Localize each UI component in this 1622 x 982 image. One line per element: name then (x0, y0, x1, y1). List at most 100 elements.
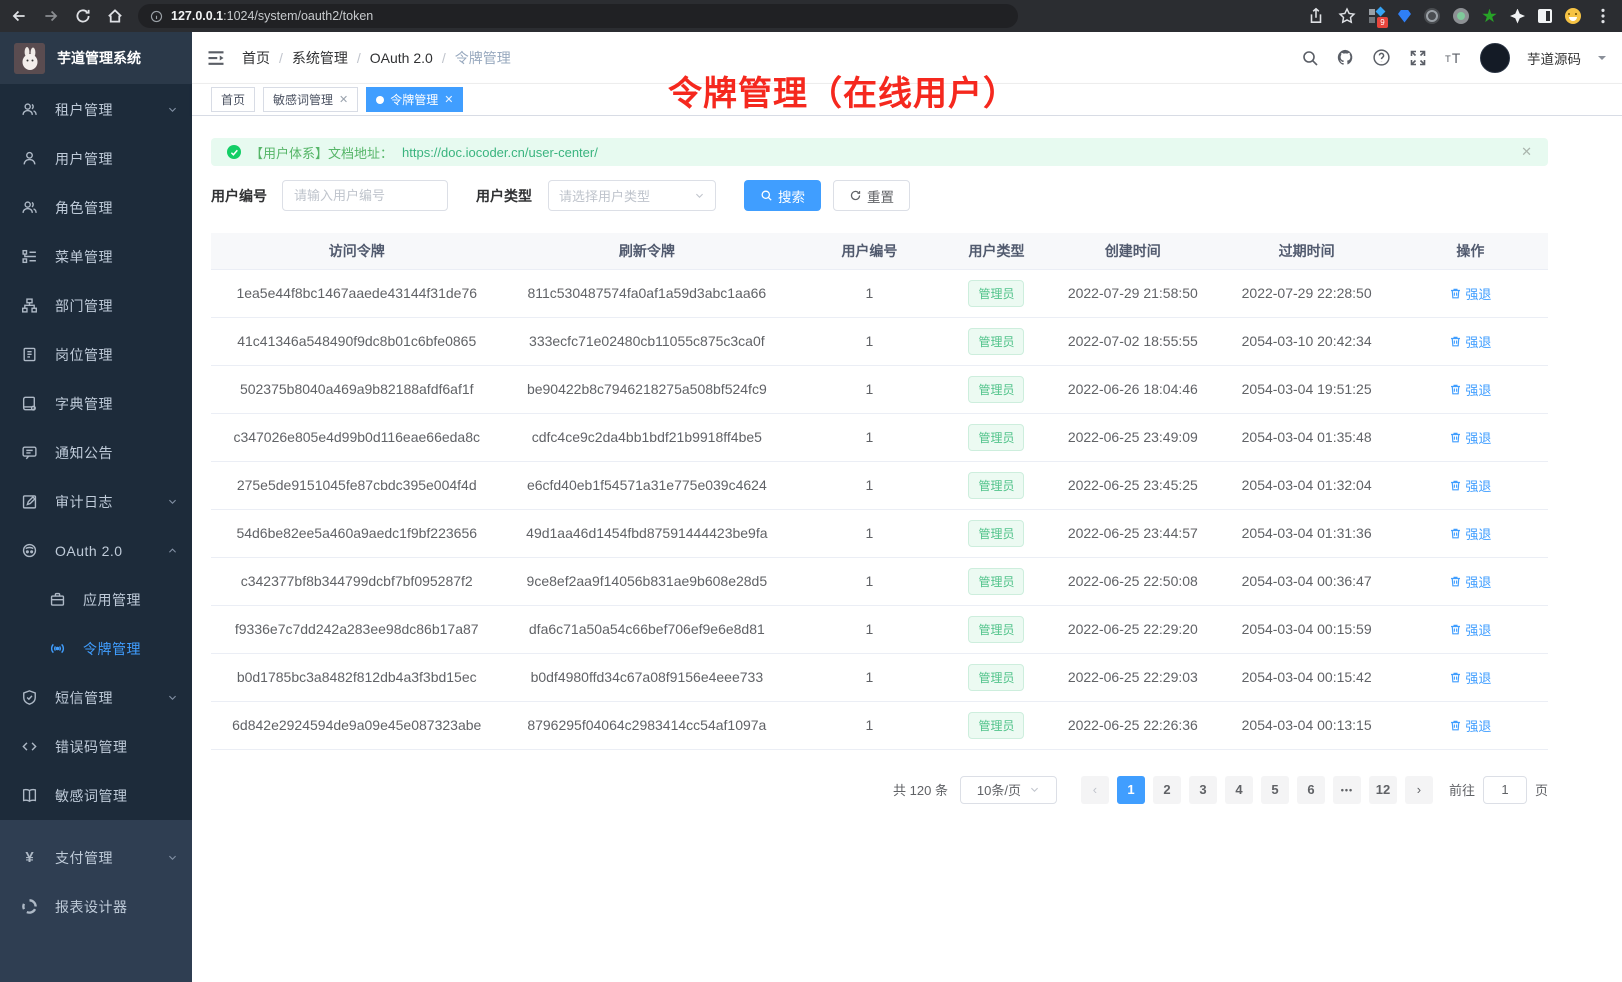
sidebar-item-label: 通知公告 (55, 444, 113, 461)
close-tab-icon[interactable]: ✕ (444, 94, 454, 106)
back-icon[interactable] (10, 7, 28, 25)
page-size-select[interactable]: 10条/页 (959, 775, 1057, 804)
page-button-5[interactable]: 5 (1260, 775, 1289, 804)
help-icon[interactable] (1372, 48, 1391, 67)
app-logo[interactable]: 芋道管理系统 (0, 32, 192, 84)
user-type-badge: 管理员 (968, 471, 1025, 499)
user-menu-caret-icon[interactable] (1598, 55, 1606, 64)
tab-home[interactable]: 首页 (211, 87, 256, 112)
force-logout-button[interactable]: 强退 (1449, 524, 1491, 543)
goto-page-input[interactable] (1482, 775, 1527, 804)
sidebar-item-oauth[interactable]: OAuth 2.0 (0, 526, 192, 575)
breadcrumb-current: 令牌管理 (454, 49, 511, 66)
extension-grid-icon[interactable]: 9 (1369, 6, 1388, 28)
breadcrumb-oauth[interactable]: OAuth 2.0 (369, 49, 433, 66)
profile-emoji-icon[interactable] (1565, 8, 1581, 24)
cell-access-token: 41c41346a548490f9dc8b01c6bfe0865 (211, 317, 503, 366)
chevron-up-icon (167, 545, 178, 556)
sidebar-item-menu[interactable]: 菜单管理 (0, 232, 192, 281)
sidebar-item-role[interactable]: 角色管理 (0, 183, 192, 232)
reset-button[interactable]: 重置 (833, 180, 910, 211)
sidebar-item-dept[interactable]: 部门管理 (0, 281, 192, 330)
close-tab-icon[interactable]: ✕ (339, 94, 349, 106)
bookmark-star-icon[interactable] (1338, 7, 1356, 25)
force-logout-button[interactable]: 强退 (1449, 572, 1491, 591)
chevron-down-icon (696, 193, 703, 198)
force-logout-button[interactable]: 强退 (1449, 332, 1491, 351)
more-pages-button[interactable]: ••• (1332, 775, 1361, 804)
fullscreen-icon[interactable] (1408, 48, 1427, 67)
force-logout-button[interactable]: 强退 (1449, 668, 1491, 687)
user-id-input[interactable] (282, 180, 448, 211)
breadcrumb-home[interactable]: 首页 (242, 49, 270, 66)
sidebar-item-oauth-token[interactable]: 令牌管理 (0, 624, 192, 673)
sidebar-item-dict[interactable]: 字典管理 (0, 379, 192, 428)
page-button-2[interactable]: 2 (1152, 775, 1181, 804)
extension-evernote-icon[interactable] (1482, 8, 1497, 23)
search-icon[interactable] (1300, 48, 1319, 67)
tab-sensitive-words[interactable]: 敏感词管理 ✕ (263, 87, 359, 112)
extension-pin-icon[interactable] (1510, 8, 1525, 24)
page-button-6[interactable]: 6 (1296, 775, 1325, 804)
force-logout-button[interactable]: 强退 (1449, 476, 1491, 495)
sidebar-item-notice[interactable]: 通知公告 (0, 428, 192, 477)
home-icon[interactable] (106, 7, 124, 25)
svg-text:T: T (1445, 54, 1451, 65)
cell-user-id: 1 (791, 653, 948, 702)
force-logout-button[interactable]: 强退 (1449, 716, 1491, 735)
sidebar-item-errcode[interactable]: 错误码管理 (0, 722, 192, 771)
sidebar-item-tenant[interactable]: 租户管理 (0, 85, 192, 134)
alert-close-icon[interactable]: ✕ (1521, 144, 1532, 159)
refresh-icon (850, 190, 861, 201)
share-icon[interactable] (1307, 7, 1325, 25)
collapse-sidebar-icon[interactable] (206, 48, 226, 68)
extension-dark-icon[interactable] (1424, 8, 1440, 24)
page-button-12[interactable]: 12 (1368, 775, 1397, 804)
tab-label: 敏感词管理 (273, 93, 334, 107)
sidebar-item-sensitive[interactable]: 敏感词管理 (0, 771, 192, 820)
user-avatar[interactable] (1480, 42, 1510, 73)
extension-gem-icon[interactable] (1398, 9, 1411, 23)
forward-icon[interactable] (42, 7, 60, 25)
shield-icon (21, 689, 38, 706)
cell-created: 2022-07-02 18:55:55 (1045, 317, 1221, 366)
force-logout-button[interactable]: 强退 (1449, 380, 1491, 399)
page-button-3[interactable]: 3 (1188, 775, 1217, 804)
extension-record-icon[interactable] (1453, 8, 1469, 24)
report-icon (21, 898, 38, 915)
doc-link[interactable]: https://doc.iocoder.cn/user-center/ (402, 144, 598, 160)
sidebar-toggle-icon[interactable] (1538, 9, 1552, 23)
sidebar-item-label: 报表设计器 (55, 898, 128, 915)
user-type-select[interactable]: 请选择用户类型 (548, 180, 716, 211)
sidebar-item-sms[interactable]: 短信管理 (0, 673, 192, 722)
prev-page-button[interactable]: ‹ (1080, 775, 1109, 804)
chevron-down-icon (167, 104, 178, 115)
sidebar-item-audit[interactable]: 审计日志 (0, 477, 192, 526)
page-size-value: 10条/页 (976, 783, 1021, 798)
browser-menu-icon[interactable] (1594, 7, 1612, 25)
sidebar-item-report-designer[interactable]: 报表设计器 (0, 882, 192, 931)
sidebar-item-user[interactable]: 用户管理 (0, 134, 192, 183)
cell-expires: 2054-03-04 00:13:15 (1220, 701, 1393, 750)
cell-refresh-token: 811c530487574fa0af1a59d3abc1aa66 (502, 269, 792, 318)
sidebar-item-post[interactable]: 岗位管理 (0, 330, 192, 379)
site-info-icon[interactable] (150, 10, 163, 23)
tab-token-management[interactable]: 令牌管理 ✕ (366, 87, 464, 112)
search-button[interactable]: 搜索 (744, 180, 821, 211)
page-button-4[interactable]: 4 (1224, 775, 1253, 804)
force-logout-button[interactable]: 强退 (1449, 428, 1491, 447)
success-check-icon (227, 145, 241, 159)
sidebar-item-pay[interactable]: ¥ 支付管理 (0, 833, 192, 882)
breadcrumb-system[interactable]: 系统管理 (291, 49, 348, 66)
next-page-button[interactable]: › (1404, 775, 1433, 804)
force-logout-button[interactable]: 强退 (1449, 620, 1491, 639)
sidebar-item-oauth-app[interactable]: 应用管理 (0, 575, 192, 624)
force-logout-button[interactable]: 强退 (1449, 284, 1491, 303)
page-button-1[interactable]: 1 (1116, 775, 1145, 804)
chevron-down-icon (167, 852, 178, 863)
reload-icon[interactable] (74, 7, 92, 25)
github-icon[interactable] (1336, 48, 1355, 67)
url-bar[interactable]: 127.0.0.1:1024/system/oauth2/token (138, 4, 1018, 28)
